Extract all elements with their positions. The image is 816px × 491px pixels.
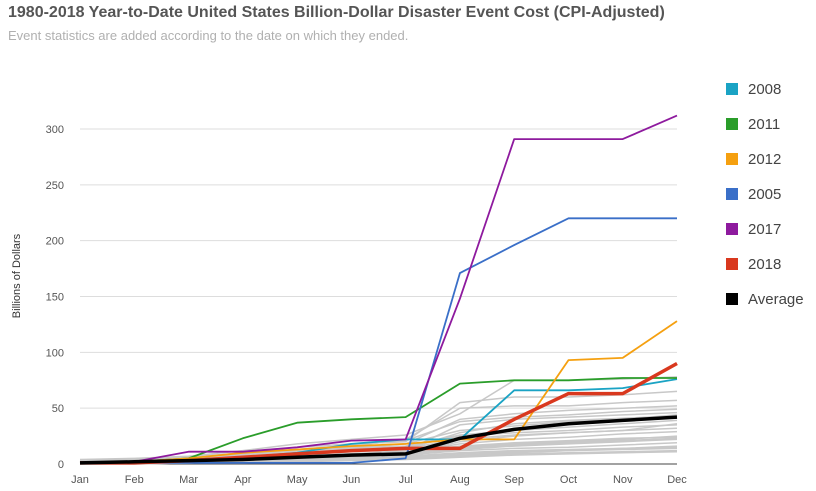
x-tick-label: Apr [234,474,251,486]
x-tick-label: Jun [342,474,360,486]
x-tick-label: Oct [560,474,577,486]
y-tick-label: 200 [46,236,64,248]
legend-swatch [726,83,738,95]
legend-label: 2005 [748,186,782,203]
x-tick-label: Jul [399,474,413,486]
x-tick-label: Dec [667,474,687,486]
y-tick-label: 150 [46,292,64,304]
legend-label: 2011 [748,116,781,133]
series-line-2017 [79,114,678,464]
y-tick-label: 300 [46,124,64,136]
legend-swatch [726,223,738,235]
legend-swatch [726,118,738,130]
y-tick-label: 250 [46,180,64,192]
legend-item-2008: 2008 [726,80,814,115]
series-line-average [79,415,678,465]
x-tick-label: Feb [125,474,144,486]
y-axis-ticks: 0 50 100 150 200 250 300 [46,124,64,471]
chart-subtitle: Event statistics are added according to … [8,28,409,43]
x-tick-label: Jan [71,474,89,486]
y-tick-label: 50 [52,403,64,415]
x-tick-label: Nov [613,474,633,486]
y-axis-title: Billions of Dollars [11,233,23,318]
series-line-2005 [80,217,677,464]
legend-label: 2018 [748,256,782,273]
legend-swatch [726,293,738,305]
chart-title: 1980-2018 Year-to-Date United States Bil… [8,4,665,21]
legend-item-2005: 2005 [726,185,814,220]
x-tick-label: May [287,474,308,486]
legend-item-average: Average [726,290,814,325]
legend-item-2018: 2018 [726,255,814,290]
series-line-2012 [79,320,678,464]
y-tick-label: 0 [58,459,64,471]
legend-item-2017: 2017 [726,220,814,255]
gridlines [80,128,677,465]
x-tick-label: Mar [179,474,198,486]
legend-swatch [726,188,738,200]
legend: 2008 2011 2012 2005 2017 2018 Average [726,80,814,325]
legend-item-2011: 2011 [726,115,814,150]
legend-swatch [726,258,738,270]
y-tick-label: 100 [46,347,64,359]
legend-swatch [726,153,738,165]
legend-label: 2017 [748,221,782,238]
legend-label: 2012 [748,151,782,168]
legend-item-2012: 2012 [726,150,814,185]
x-tick-label: Sep [504,474,524,486]
legend-label: Average [748,291,804,308]
highlighted-series-lines [79,114,678,465]
x-axis-ticks: Jan Feb Mar Apr May Jun Jul Aug Sep Oct Nov Dec [71,474,687,486]
legend-label: 2008 [748,81,782,98]
x-tick-label: Aug [450,474,470,486]
